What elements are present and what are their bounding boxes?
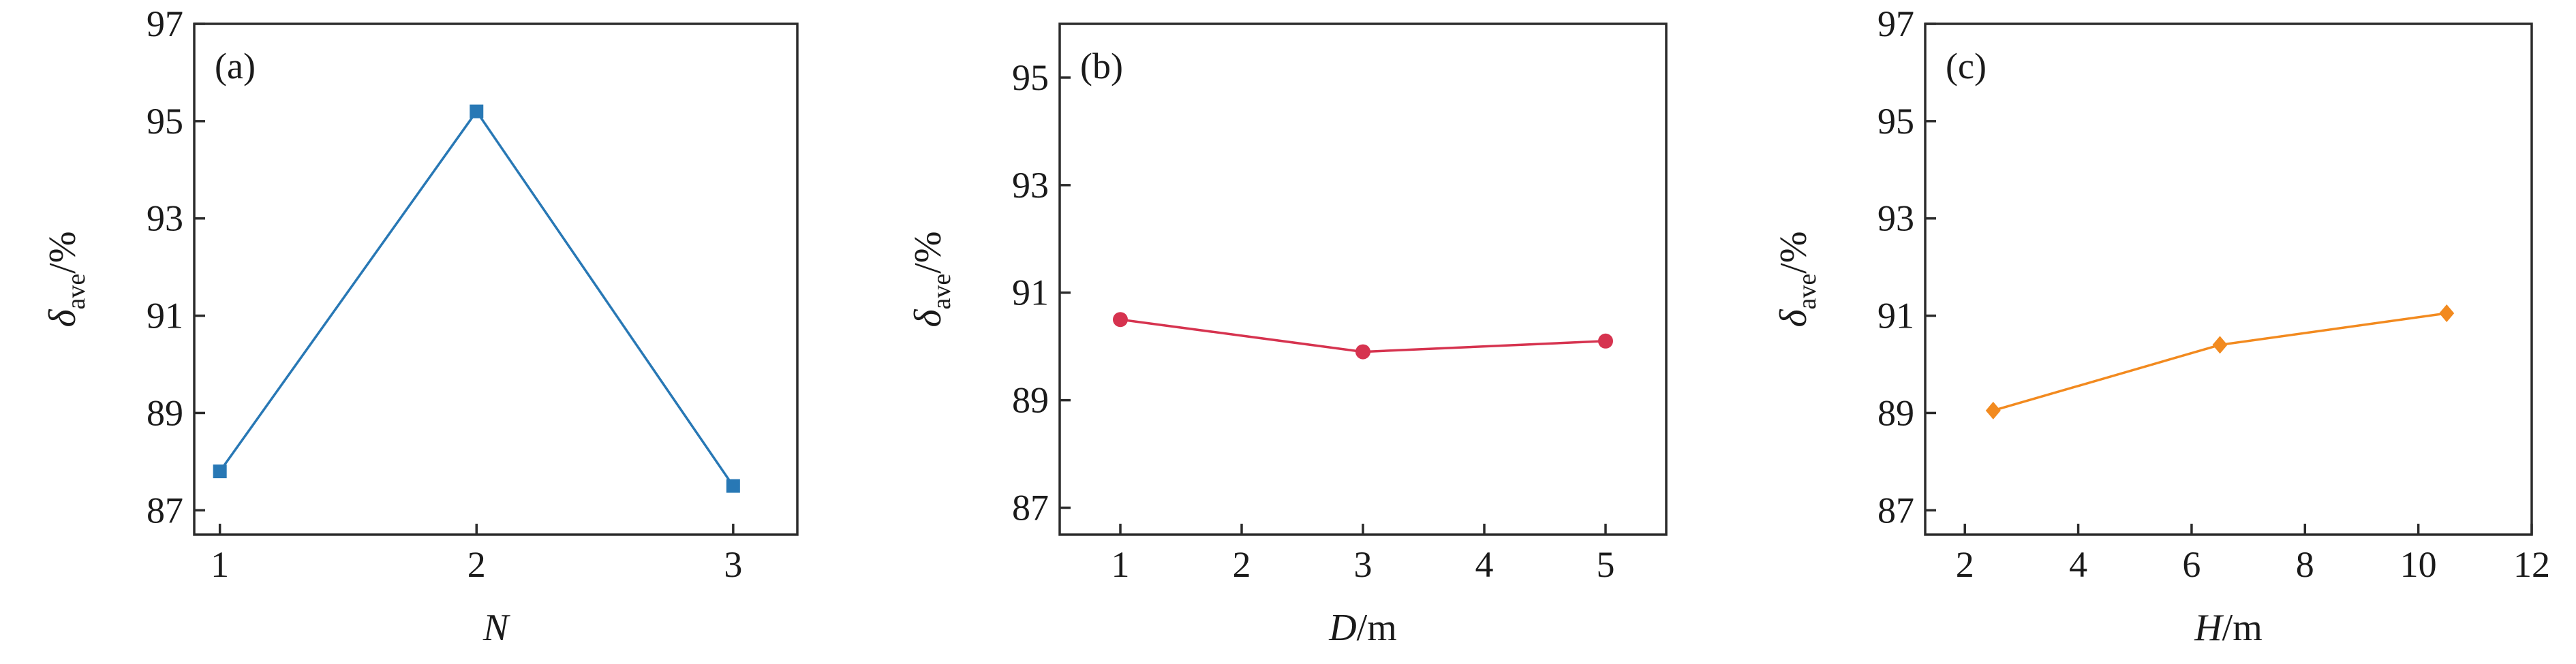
y-tick-label: 87 [147,490,183,531]
y-tick-label: 91 [1012,272,1049,313]
y-tick-label: 89 [1877,392,1914,433]
y-tick-label: 93 [1877,198,1914,239]
x-tick-label: 2 [467,544,486,585]
panel-label: (c) [1946,46,1987,86]
y-tick-label: 93 [147,198,183,239]
y-tick-label: 93 [1012,165,1049,206]
x-tick-label: 2 [1956,544,1974,585]
x-tick-label: 4 [2069,544,2087,585]
data-point [213,464,227,479]
y-axis-label: δave/% [42,232,91,328]
panel-label: (a) [215,46,256,86]
panel-label: (b) [1080,46,1123,86]
y-tick-label: 91 [1877,296,1914,336]
plot-frame [1924,22,2533,536]
data-point [2439,304,2455,322]
x-tick-label: 10 [2400,544,2437,585]
data-point [1598,333,1613,349]
x-axis-unit: /m [2222,607,2263,649]
x-tick-label: 8 [2296,544,2314,585]
data-point [470,104,484,118]
x-axis-unit: /m [1357,607,1397,649]
x-tick-label: 2 [1233,544,1251,585]
data-point [1113,312,1128,328]
y-axis-subscript: ave [927,274,956,310]
x-tick-label: 12 [2513,544,2550,585]
x-tick-label: 6 [2182,544,2201,585]
y-tick-label: 97 [147,3,183,44]
y-axis-subscript: ave [1793,274,1822,310]
x-axis-label: N [482,607,510,649]
x-tick-label: 3 [1354,544,1373,585]
y-tick-label: 87 [1012,488,1049,528]
y-tick-label: 95 [1877,101,1914,142]
y-tick-label: 89 [1012,380,1049,421]
plot-frame [1058,22,1668,536]
y-axis-label: δave/% [907,232,956,328]
x-tick-label: 1 [211,544,229,585]
series-line [219,109,735,487]
plot-frame [193,22,799,536]
x-tick-label: 3 [724,544,742,585]
y-axis-label: δave/% [1773,232,1822,328]
y-tick-label: 91 [147,296,183,336]
x-tick-label: 5 [1597,544,1615,585]
y-axis-unit: /% [1773,232,1815,274]
panel-c: 87 89 91 93 95 97 2 4 6 8 10 12 (c) H/m δave/% [1773,3,2550,649]
x-tick-label: 1 [1111,544,1130,585]
series-line [1993,312,2447,412]
y-axis-variable: δ [907,309,949,327]
y-tick-label: 89 [147,392,183,433]
x-axis-label: D/m [1328,607,1397,649]
data-point [1355,344,1370,360]
data-point [1985,401,2001,420]
y-axis-unit: /% [907,232,949,274]
data-point [726,479,740,493]
panel-b: 87 89 91 93 95 1 2 3 4 5 (b) D/m δave/% [907,22,1668,649]
x-tick-label: 4 [1475,544,1494,585]
y-axis-variable: δ [1773,309,1815,327]
y-tick-label: 95 [147,101,183,142]
y-tick-label: 87 [1877,490,1914,531]
data-point [2212,336,2228,354]
y-axis-variable: δ [42,309,84,327]
y-axis-subscript: ave [62,274,91,310]
x-axis-variable: D [1328,607,1356,649]
y-tick-label: 97 [1877,3,1914,44]
x-axis-label: H/m [2194,607,2263,649]
y-axis-unit: /% [42,232,84,274]
y-tick-label: 95 [1012,57,1049,98]
x-axis-variable: H [2194,607,2224,649]
x-axis-variable: N [482,607,510,649]
